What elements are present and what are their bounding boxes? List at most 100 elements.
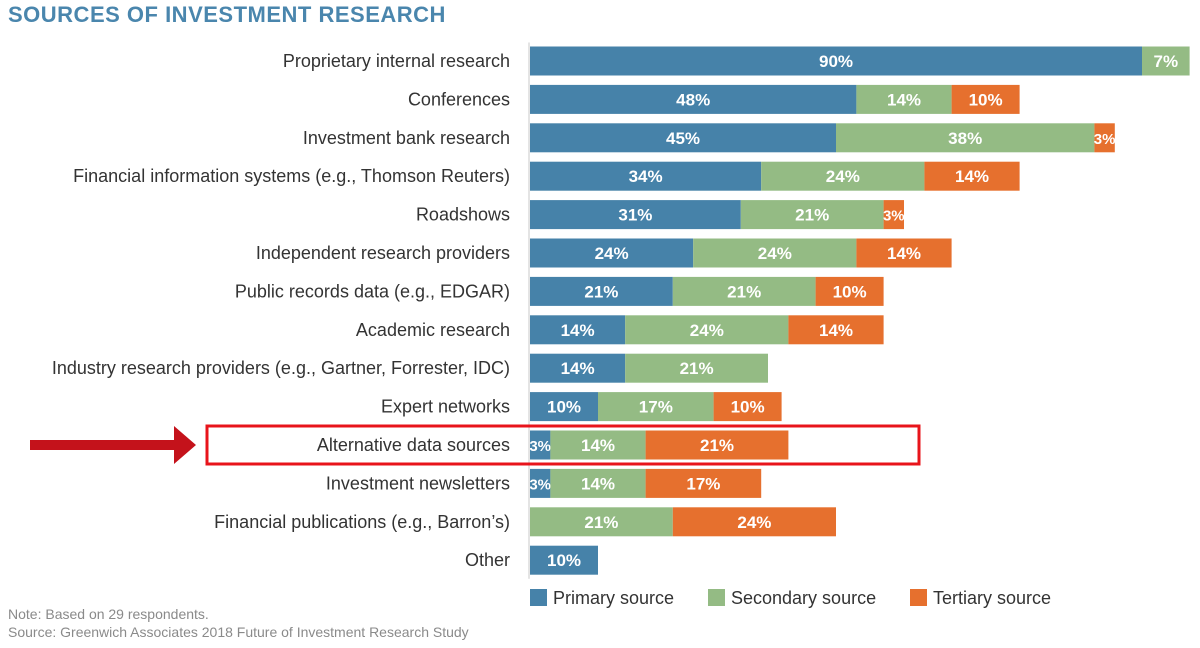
- bar-tertiary-independent-research-providers: [856, 238, 952, 268]
- bar-secondary-public-records-data-e-g-edgar: [672, 276, 816, 306]
- data-label-tertiary-alternative-data-sources: 21%: [700, 436, 734, 455]
- bar-primary-independent-research-providers: [530, 238, 694, 268]
- bar-primary-conferences: [530, 84, 857, 114]
- category-label-financial-publications-e-g-barron-s: Financial publications (e.g., Barron’s): [214, 512, 510, 532]
- data-label-secondary-investment-bank-research: 38%: [948, 129, 982, 148]
- category-label-expert-networks: Expert networks: [381, 397, 510, 417]
- data-label-secondary-alternative-data-sources: 14%: [581, 436, 615, 455]
- bar-tertiary-investment-newsletters: [645, 468, 762, 498]
- bar-tertiary-roadshows: [883, 200, 904, 230]
- bar-primary-expert-networks: [530, 392, 598, 422]
- bar-tertiary-academic-research: [788, 315, 884, 345]
- data-label-secondary-financial-information-systems-e-g-thomson-reuters: 24%: [826, 167, 860, 186]
- category-label-roadshows: Roadshows: [416, 205, 510, 225]
- data-label-secondary-investment-newsletters: 14%: [581, 474, 615, 493]
- data-label-primary-roadshows: 31%: [618, 206, 652, 225]
- category-label-other: Other: [465, 550, 510, 570]
- category-label-industry-research-providers-e-g-gartner-forrester-idc: Industry research providers (e.g., Gartn…: [52, 358, 510, 378]
- bar-primary-roadshows: [530, 200, 741, 230]
- bar-secondary-financial-publications-e-g-barron-s: [530, 507, 673, 537]
- bar-secondary-roadshows: [740, 200, 884, 230]
- category-label-proprietary-internal-research: Proprietary internal research: [283, 51, 510, 71]
- bar-secondary-industry-research-providers-e-g-gartner-forrester-idc: [625, 353, 768, 383]
- data-label-secondary-proprietary-internal-research: 7%: [1154, 52, 1179, 71]
- data-label-primary-academic-research: 14%: [561, 321, 595, 340]
- bar-tertiary-expert-networks: [713, 392, 782, 422]
- legend-label-primary: Primary source: [553, 588, 674, 608]
- bar-tertiary-alternative-data-sources: [645, 430, 789, 460]
- data-label-primary-conferences: 48%: [676, 90, 710, 109]
- data-label-primary-public-records-data-e-g-edgar: 21%: [584, 282, 618, 301]
- data-label-primary-industry-research-providers-e-g-gartner-forrester-idc: 14%: [561, 359, 595, 378]
- legend-swatch-tertiary: [910, 589, 927, 606]
- data-label-secondary-conferences: 14%: [887, 90, 921, 109]
- data-label-primary-alternative-data-sources: 3%: [529, 438, 551, 455]
- legend-swatch-primary: [530, 589, 547, 606]
- data-label-primary-independent-research-providers: 24%: [595, 244, 629, 263]
- note-text: Note: Based on 29 respondents.: [8, 606, 209, 622]
- data-label-primary-proprietary-internal-research: 90%: [819, 52, 853, 71]
- data-label-secondary-independent-research-providers: 24%: [758, 244, 792, 263]
- data-label-secondary-industry-research-providers-e-g-gartner-forrester-idc: 21%: [680, 359, 714, 378]
- category-label-academic-research: Academic research: [356, 320, 510, 340]
- data-label-secondary-expert-networks: 17%: [639, 398, 673, 417]
- bar-secondary-conferences: [856, 84, 952, 114]
- category-label-independent-research-providers: Independent research providers: [256, 243, 510, 263]
- bar-primary-alternative-data-sources: [530, 430, 551, 460]
- data-label-tertiary-expert-networks: 10%: [731, 398, 765, 417]
- bar-primary-proprietary-internal-research: [530, 46, 1142, 76]
- bars-group: 90% 7%48% 14% 10%45% 38% 3%34% 24% 14%31% 21% 3%2…: [529, 46, 1190, 575]
- category-label-public-records-data-e-g-edgar: Public records data (e.g., EDGAR): [235, 281, 510, 301]
- bar-primary-financial-information-systems-e-g-thomson-reuters: [530, 161, 762, 191]
- legend: Primary source Secondary source Tertiary s…: [530, 588, 1051, 608]
- bar-primary-academic-research: [530, 315, 626, 345]
- legend-swatch-secondary: [708, 589, 725, 606]
- bar-secondary-alternative-data-sources: [550, 430, 646, 460]
- data-label-secondary-roadshows: 21%: [795, 206, 829, 225]
- data-label-secondary-public-records-data-e-g-edgar: 21%: [727, 282, 761, 301]
- data-label-tertiary-investment-newsletters: 17%: [686, 474, 720, 493]
- category-label-investment-newsletters: Investment newsletters: [326, 473, 510, 493]
- data-label-tertiary-roadshows: 3%: [883, 208, 905, 225]
- footnotes: Note: Based on 29 respondents. Source: G…: [8, 605, 469, 641]
- bar-primary-public-records-data-e-g-edgar: [530, 276, 673, 306]
- source-text: Source: Greenwich Associates 2018 Future…: [8, 624, 469, 640]
- category-label-conferences: Conferences: [408, 89, 510, 109]
- category-label-alternative-data-sources: Alternative data sources: [317, 435, 510, 455]
- data-label-tertiary-financial-information-systems-e-g-thomson-reuters: 14%: [955, 167, 989, 186]
- bar-primary-industry-research-providers-e-g-gartner-forrester-idc: [530, 353, 626, 383]
- arrow-right-icon: [30, 426, 196, 464]
- bar-tertiary-investment-bank-research: [1094, 123, 1115, 153]
- highlight-box: [205, 424, 921, 466]
- bar-primary-other: [530, 545, 598, 575]
- bar-tertiary-conferences: [951, 84, 1020, 114]
- bar-secondary-financial-information-systems-e-g-thomson-reuters: [761, 161, 925, 191]
- data-label-primary-expert-networks: 10%: [547, 398, 581, 417]
- data-label-tertiary-independent-research-providers: 14%: [887, 244, 921, 263]
- bar-secondary-academic-research: [625, 315, 789, 345]
- bar-primary-investment-bank-research: [530, 123, 836, 153]
- bar-primary-investment-newsletters: [530, 468, 551, 498]
- data-label-secondary-academic-research: 24%: [690, 321, 724, 340]
- category-label-financial-information-systems-e-g-thomson-reuters: Financial information systems (e.g., Tho…: [73, 166, 510, 186]
- data-label-tertiary-financial-publications-e-g-barron-s: 24%: [737, 513, 771, 532]
- bar-secondary-proprietary-internal-research: [1142, 46, 1190, 76]
- data-label-tertiary-public-records-data-e-g-edgar: 10%: [833, 282, 867, 301]
- bar-secondary-investment-newsletters: [550, 468, 646, 498]
- category-label-investment-bank-research: Investment bank research: [303, 128, 510, 148]
- data-label-tertiary-investment-bank-research: 3%: [1094, 131, 1116, 148]
- bar-secondary-independent-research-providers: [693, 238, 857, 268]
- data-label-primary-investment-bank-research: 45%: [666, 129, 700, 148]
- bar-tertiary-financial-information-systems-e-g-thomson-reuters: [924, 161, 1020, 191]
- data-label-secondary-financial-publications-e-g-barron-s: 21%: [584, 513, 618, 532]
- legend-label-tertiary: Tertiary source: [933, 588, 1051, 608]
- data-label-primary-investment-newsletters: 3%: [529, 476, 551, 493]
- data-label-tertiary-conferences: 10%: [969, 90, 1003, 109]
- data-label-primary-other: 10%: [547, 551, 581, 570]
- chart-title: SOURCES OF INVESTMENT RESEARCH: [8, 2, 446, 27]
- bar-tertiary-public-records-data-e-g-edgar: [815, 276, 884, 306]
- highlight-annotation: [30, 424, 921, 466]
- category-labels-group: Proprietary internal research Conferences…: [52, 51, 510, 570]
- bar-tertiary-financial-publications-e-g-barron-s: [672, 507, 836, 537]
